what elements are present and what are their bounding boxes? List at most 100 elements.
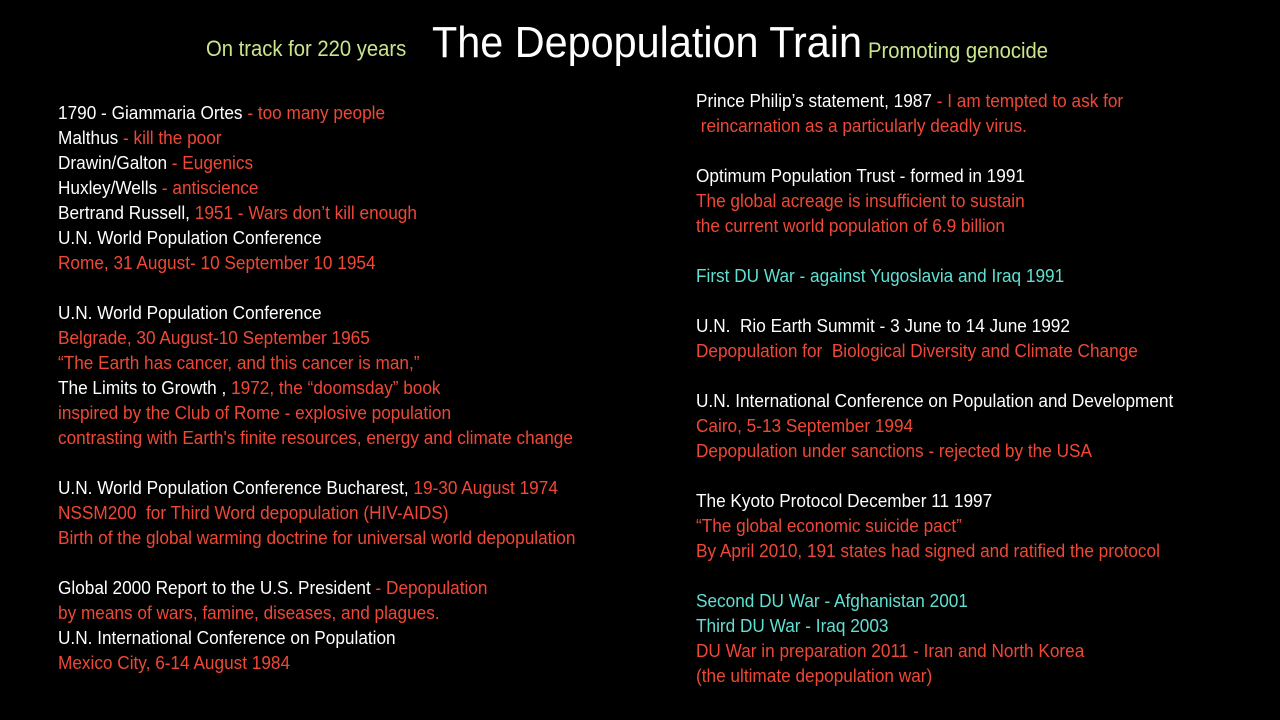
- text-segment-red: “The Earth has cancer, and this cancer i…: [58, 352, 420, 373]
- text-line: U.N. International Conference on Populat…: [58, 625, 635, 650]
- text-line: Third DU War - Iraq 2003: [696, 613, 1235, 638]
- text-line: 1790 - Giammaria Ortes - too many people: [58, 100, 635, 125]
- text-segment-white: U.N. World Population Conference: [58, 227, 322, 248]
- text-line: U.N. World Population Conference: [58, 225, 635, 250]
- text-line: DU War in preparation 2011 - Iran and No…: [696, 638, 1235, 663]
- text-segment-red: Rome, 31 August- 10 September 10 1954: [58, 252, 376, 273]
- slide-title: The Depopulation Train: [432, 18, 862, 67]
- text-segment-red: contrasting with Earth's finite resource…: [58, 427, 573, 448]
- text-segment-red: - Eugenics: [167, 152, 254, 173]
- text-segment-red: - kill the poor: [118, 127, 222, 148]
- text-segment-red: inspired by the Club of Rome - explosive…: [58, 402, 452, 423]
- text-segment-white: U.N. World Population Conference Buchare…: [58, 477, 414, 498]
- text-segment-white: U.N. World Population Conference: [58, 302, 322, 323]
- blank-line: [696, 563, 1276, 588]
- blank-line: [696, 288, 1276, 313]
- text-segment-red: Depopulation for Biological Diversity an…: [696, 340, 1138, 361]
- text-segment-red: “The global economic suicide pact”: [696, 515, 962, 536]
- blank-line: [696, 363, 1276, 388]
- text-segment-red: 1951 - Wars don’t kill enough: [194, 202, 417, 223]
- text-segment-red: - antiscience: [157, 177, 259, 198]
- text-segment-red: Belgrade, 30 August-10 September 1965: [58, 327, 370, 348]
- text-line: Rome, 31 August- 10 September 10 1954: [58, 250, 635, 275]
- text-segment-red: (the ultimate depopulation war): [696, 665, 933, 686]
- text-line: “The global economic suicide pact”: [696, 513, 1235, 538]
- text-segment-white: Prince Philip’s statement, 1987: [696, 90, 932, 111]
- text-line: The global acreage is insufficient to su…: [696, 188, 1235, 213]
- slide-header: On track for 220 years The Depopulation …: [0, 0, 1280, 90]
- text-line: Mexico City, 6-14 August 1984: [58, 650, 635, 675]
- text-line: Belgrade, 30 August-10 September 1965: [58, 325, 635, 350]
- text-segment-red: by means of wars, famine, diseases, and …: [58, 602, 440, 623]
- text-segment-white: Bertrand Russell,: [58, 202, 195, 223]
- text-line: Huxley/Wells - antiscience: [58, 175, 635, 200]
- text-segment-red: 1972, the “doomsday” book: [231, 377, 441, 398]
- blank-line: [696, 463, 1276, 488]
- text-line: Depopulation for Biological Diversity an…: [696, 338, 1235, 363]
- text-segment-red: Mexico City, 6-14 August 1984: [58, 652, 291, 673]
- text-segment-white: Huxley/Wells: [58, 177, 158, 198]
- blank-line: [696, 238, 1276, 263]
- left-tagline: On track for 220 years: [206, 36, 407, 61]
- text-segment-white: 1790 - Giammaria Ortes: [58, 102, 243, 123]
- text-segment-red: Birth of the global warming doctrine for…: [58, 527, 576, 548]
- text-line: First DU War - against Yugoslavia and Ir…: [696, 263, 1235, 288]
- text-line: Bertrand Russell, 1951 - Wars don’t kill…: [58, 200, 635, 225]
- text-segment-red: The global acreage is insufficient to su…: [696, 190, 1025, 211]
- text-line: Depopulation under sanctions - rejected …: [696, 438, 1235, 463]
- text-segment-red: the current world population of 6.9 bill…: [696, 215, 1005, 236]
- text-line: The Kyoto Protocol December 11 1997: [696, 488, 1235, 513]
- text-segment-red: DU War in preparation 2011 - Iran and No…: [696, 640, 1085, 661]
- text-line: reincarnation as a particularly deadly v…: [696, 113, 1235, 138]
- right-tagline: Promoting genocide: [868, 38, 1049, 63]
- text-segment-white: Optimum Population Trust - formed in 199…: [696, 165, 1025, 186]
- text-segment-cyan: Third DU War - Iraq 2003: [696, 615, 889, 636]
- text-line: By April 2010, 191 states had signed and…: [696, 538, 1235, 563]
- text-line: Malthus - kill the poor: [58, 125, 635, 150]
- text-segment-white: Drawin/Galton: [58, 152, 168, 173]
- text-line: The Limits to Growth , 1972, the “doomsd…: [58, 375, 635, 400]
- text-segment-white: The Kyoto Protocol December 11 1997: [696, 490, 993, 511]
- text-line: Global 2000 Report to the U.S. President…: [58, 575, 635, 600]
- text-segment-white: The Limits to Growth ,: [58, 377, 232, 398]
- text-line: “The Earth has cancer, and this cancer i…: [58, 350, 635, 375]
- text-segment-red: - Depopulation: [370, 577, 488, 598]
- text-segment-red: NSSM200 for Third Word depopulation (HIV…: [58, 502, 449, 523]
- text-line: U.N. World Population Conference Buchare…: [58, 475, 635, 500]
- blank-line: [58, 275, 678, 300]
- text-segment-white: U.N. International Conference on Populat…: [58, 627, 396, 648]
- text-line: by means of wars, famine, diseases, and …: [58, 600, 635, 625]
- text-segment-red: 19-30 August 1974: [413, 477, 558, 498]
- text-line: the current world population of 6.9 bill…: [696, 213, 1235, 238]
- text-segment-red: Depopulation under sanctions - rejected …: [696, 440, 1092, 461]
- text-line: contrasting with Earth's finite resource…: [58, 425, 635, 450]
- right-column: Prince Philip’s statement, 1987 - I am t…: [696, 88, 1276, 688]
- left-column: 1790 - Giammaria Ortes - too many people…: [58, 100, 678, 675]
- text-line: Optimum Population Trust - formed in 199…: [696, 163, 1235, 188]
- text-segment-red: Cairo, 5-13 September 1994: [696, 415, 914, 436]
- text-segment-white: Malthus: [58, 127, 119, 148]
- text-segment-cyan: First DU War - against Yugoslavia and Ir…: [696, 265, 1065, 286]
- blank-line: [58, 450, 678, 475]
- text-segment-red: - I am tempted to ask for: [931, 90, 1124, 111]
- text-line: U.N. World Population Conference: [58, 300, 635, 325]
- text-segment-white: U.N. Rio Earth Summit - 3 June to 14 Jun…: [696, 315, 1070, 336]
- text-line: Second DU War - Afghanistan 2001: [696, 588, 1235, 613]
- text-segment-red: - too many people: [242, 102, 386, 123]
- text-line: inspired by the Club of Rome - explosive…: [58, 400, 635, 425]
- text-segment-cyan: Second DU War - Afghanistan 2001: [696, 590, 968, 611]
- text-segment-white: U.N. International Conference on Populat…: [696, 390, 1174, 411]
- text-segment-red: reincarnation as a particularly deadly v…: [696, 115, 1027, 136]
- text-line: Drawin/Galton - Eugenics: [58, 150, 635, 175]
- text-line: Birth of the global warming doctrine for…: [58, 525, 635, 550]
- text-line: Cairo, 5-13 September 1994: [696, 413, 1235, 438]
- blank-line: [58, 550, 678, 575]
- blank-line: [696, 138, 1276, 163]
- text-segment-white: Global 2000 Report to the U.S. President: [58, 577, 371, 598]
- text-line: (the ultimate depopulation war): [696, 663, 1235, 688]
- text-line: U.N. Rio Earth Summit - 3 June to 14 Jun…: [696, 313, 1235, 338]
- text-segment-red: By April 2010, 191 states had signed and…: [696, 540, 1160, 561]
- text-line: Prince Philip’s statement, 1987 - I am t…: [696, 88, 1235, 113]
- text-line: NSSM200 for Third Word depopulation (HIV…: [58, 500, 635, 525]
- text-line: U.N. International Conference on Populat…: [696, 388, 1235, 413]
